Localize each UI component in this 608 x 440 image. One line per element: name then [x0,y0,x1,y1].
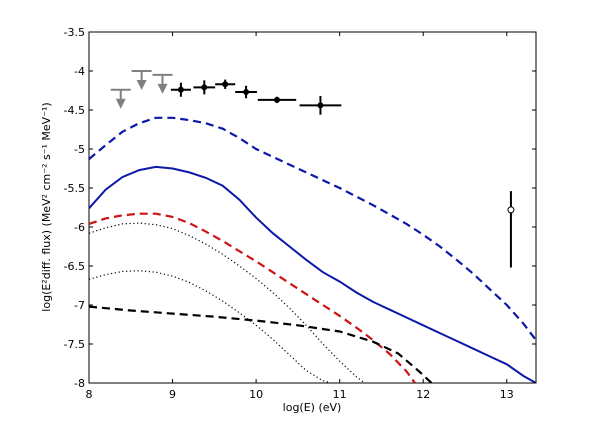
y-tick-label: -6.5 [64,260,85,273]
upper-limit-marker-2 [131,70,152,90]
series-line-1 [89,116,536,341]
x-tick-label: 9 [169,388,176,401]
data-point-6 [299,95,342,115]
y-axis-label: log(E²diff. flux) (MeV² cm⁻² s⁻¹ MeV⁻¹) [40,102,53,311]
points-group [110,70,515,268]
y-tick-label: -4 [74,65,85,78]
data-point-4 [235,85,257,99]
ticks-group: 8 9 10 11 12 13 -3.5 -4 -4.5 -5 -5.5 -6 -6.5 -7 -7.5 -8 [64,26,536,401]
y-tick-label: -4.5 [64,104,85,117]
y-tick-label: -7 [74,299,85,312]
y-tick-label: -6 [74,221,85,234]
x-tick-label: 8 [86,388,93,401]
series-line-2 [89,165,536,383]
x-tick-label: 10 [249,388,263,401]
series-line-4 [89,305,433,383]
series-line-5 [89,222,366,383]
y-tick-label: -5.5 [64,182,85,195]
series-line-6 [89,270,332,383]
upper-limit-marker-1 [110,88,131,109]
plot-frame [88,31,537,384]
data-point-2 [193,80,216,95]
x-tick-label: 12 [416,388,430,401]
y-tick-label: -7.5 [64,338,85,351]
y-tick-label: -5 [74,143,85,156]
curves-group [89,116,536,383]
upper-limit-marker-3 [152,73,173,94]
data-point-5 [257,96,297,103]
data-point-3 [215,79,236,89]
y-tick-label: -3.5 [64,26,85,39]
series-line-3 [89,212,416,383]
x-tick-label: 11 [333,388,347,401]
x-axis-label: log(E) (eV) [283,401,342,414]
y-tick-label: -8 [74,377,85,390]
marker-point [507,191,515,268]
x-tick-label: 13 [500,388,514,401]
data-point-1 [170,82,191,97]
